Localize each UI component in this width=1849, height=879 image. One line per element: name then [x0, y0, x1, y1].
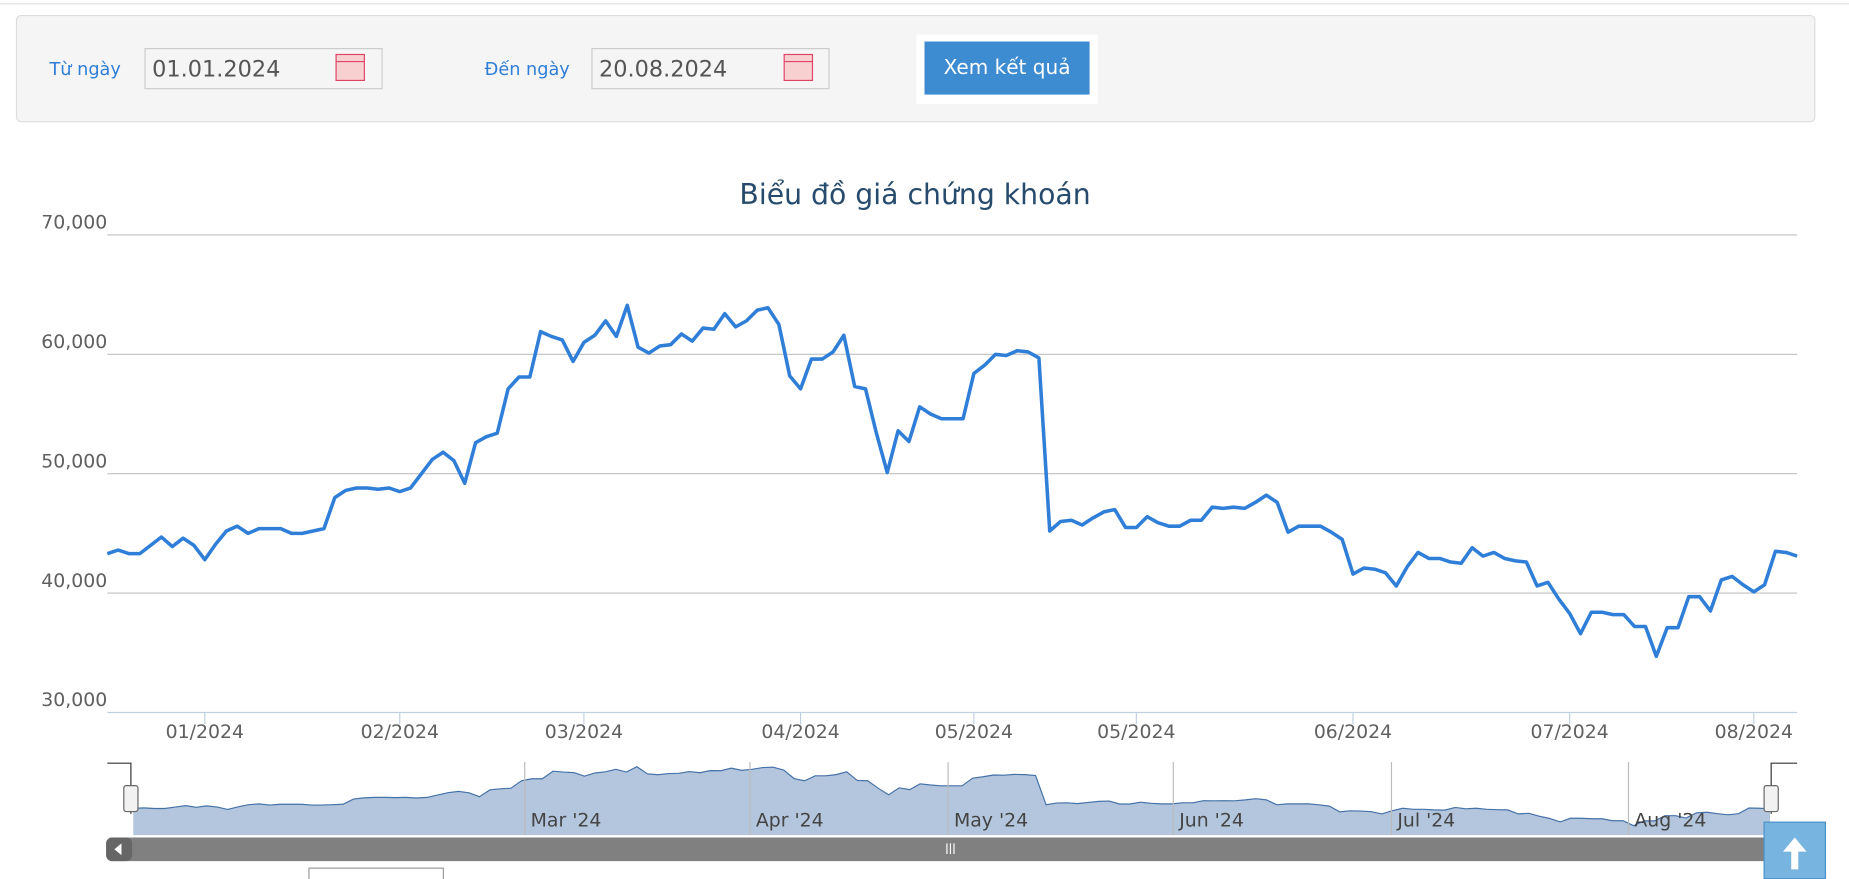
- navigator-label: Apr '24: [756, 809, 824, 831]
- navigator-label: Mar '24: [531, 809, 602, 831]
- submit-label: Xem kết quả: [944, 55, 1071, 79]
- y-tick-label: 60,000: [41, 331, 107, 353]
- navigator-label: May '24: [954, 809, 1028, 831]
- to-label: Đến ngày: [485, 59, 570, 80]
- from-label: Từ ngày: [49, 60, 121, 80]
- x-tick-label: 05/2024: [1097, 721, 1175, 743]
- scrollbar[interactable]: [106, 837, 1783, 862]
- y-tick-label: 70,000: [41, 212, 107, 234]
- filter-panel: [15, 14, 1816, 123]
- x-tick-label: 05/2024: [935, 721, 1013, 743]
- from-value: 01.01.2024: [152, 56, 280, 82]
- nav-handle[interactable]: [123, 785, 139, 813]
- scroll-grip: [946, 843, 955, 854]
- tooltip-fragment: [308, 867, 444, 879]
- chart-title: Biểu đồ giá chứng khoán: [739, 178, 1090, 211]
- navigator-label: Jun '24: [1178, 809, 1244, 831]
- navigator-area: [133, 766, 1770, 836]
- x-tick-label: 01/2024: [166, 721, 244, 743]
- navigator: Mar '24 Apr '24 May '24 Jun '24 Jul '24 Aug '…: [133, 762, 1771, 836]
- x-tick-label: 08/2024: [1715, 721, 1793, 743]
- to-value: 20.08.2024: [599, 56, 727, 82]
- arrow-icon: [114, 843, 122, 856]
- y-tick-label: 30,000: [41, 689, 107, 711]
- x-tick-label: 03/2024: [545, 721, 623, 743]
- x-tick-label: 02/2024: [361, 721, 439, 743]
- navigator-line: [133, 766, 1771, 827]
- x-tick-label: 06/2024: [1314, 721, 1392, 743]
- x-tick-label: 07/2024: [1530, 721, 1608, 743]
- nav-handle[interactable]: [1763, 785, 1779, 813]
- navigator-label: Aug '24: [1634, 809, 1706, 831]
- up-arrow: [1782, 837, 1807, 870]
- price-line: [106, 303, 1798, 659]
- calendar-icon[interactable]: [783, 53, 814, 82]
- y-tick-label: 40,000: [41, 570, 107, 592]
- x-tick-label: 04/2024: [761, 721, 839, 743]
- y-tick-label: 50,000: [41, 450, 107, 472]
- submit-button[interactable]: [924, 41, 1090, 95]
- calendar-icon[interactable]: [335, 53, 365, 82]
- navigator-label: Jul '24: [1396, 809, 1455, 831]
